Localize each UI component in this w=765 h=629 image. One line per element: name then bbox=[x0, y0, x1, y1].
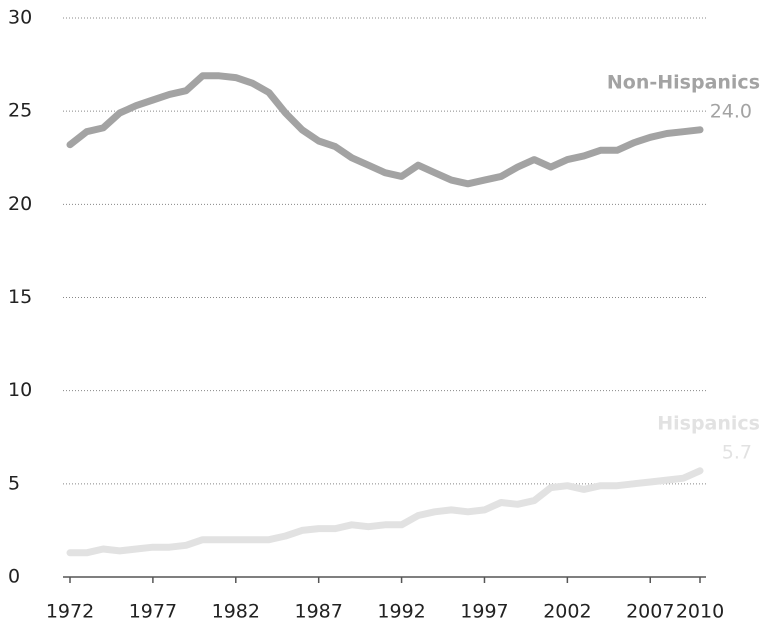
x-tick-label: 1992 bbox=[377, 601, 425, 623]
series-label: Non-Hispanics bbox=[607, 71, 760, 93]
series-line bbox=[66, 467, 704, 557]
y-tick-label: 15 bbox=[8, 286, 32, 308]
x-tick-label: 2002 bbox=[543, 601, 591, 623]
x-tick-label: 1982 bbox=[212, 601, 260, 623]
series-line bbox=[66, 72, 704, 188]
value-label: 5.7 bbox=[722, 441, 752, 463]
value-label: 24.0 bbox=[710, 100, 752, 122]
y-tick-label: 25 bbox=[8, 100, 32, 122]
x-tick-label: 2010 bbox=[676, 601, 724, 623]
y-tick-label: 0 bbox=[8, 566, 20, 588]
x-tick-label: 1977 bbox=[129, 601, 177, 623]
y-tick-label: 5 bbox=[8, 472, 20, 494]
x-tick-label: 2007 bbox=[626, 601, 674, 623]
x-tick-label: 1987 bbox=[295, 601, 343, 623]
x-tick-label: 1972 bbox=[46, 601, 94, 623]
series-label: Hispanics bbox=[657, 412, 760, 434]
y-tick-label: 10 bbox=[8, 379, 32, 401]
y-tick-label: 20 bbox=[8, 193, 32, 215]
x-tick-label: 1997 bbox=[460, 601, 508, 623]
y-tick-label: 30 bbox=[8, 7, 32, 29]
